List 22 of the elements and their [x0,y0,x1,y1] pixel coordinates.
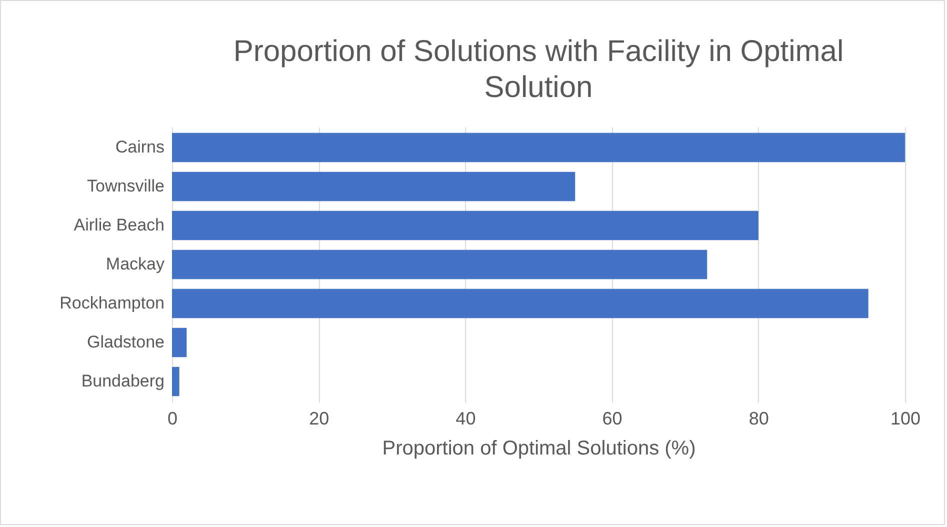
y-tick-label: Townsville [87,176,164,196]
chart-title: Proportion of Solutions with Facility in Optimal Solution [233,35,844,104]
bar [172,210,758,240]
x-tick-label: 40 [456,408,476,428]
x-tick-label: 20 [309,408,330,428]
y-tick-label: Airlie Beach [74,215,164,234]
bar [172,172,576,202]
bar [172,366,180,396]
y-tick-label: Gladstone [87,332,164,352]
bar [172,288,868,318]
y-tick-label: Mackay [106,254,165,274]
bar [172,132,905,162]
x-tick-label: 100 [890,408,921,428]
bar [172,250,708,280]
bar [172,328,187,358]
y-tick-label: Bundaberg [81,372,164,391]
x-tick-label: 60 [602,408,622,428]
y-tick-label: Cairns [115,137,164,156]
x-tick-label: 0 [167,408,178,428]
x-tick-label: 80 [748,408,769,428]
y-tick-label: Rockhampton [60,294,164,313]
x-axis-title: Proportion of Optimal Solutions (%) [382,438,696,460]
